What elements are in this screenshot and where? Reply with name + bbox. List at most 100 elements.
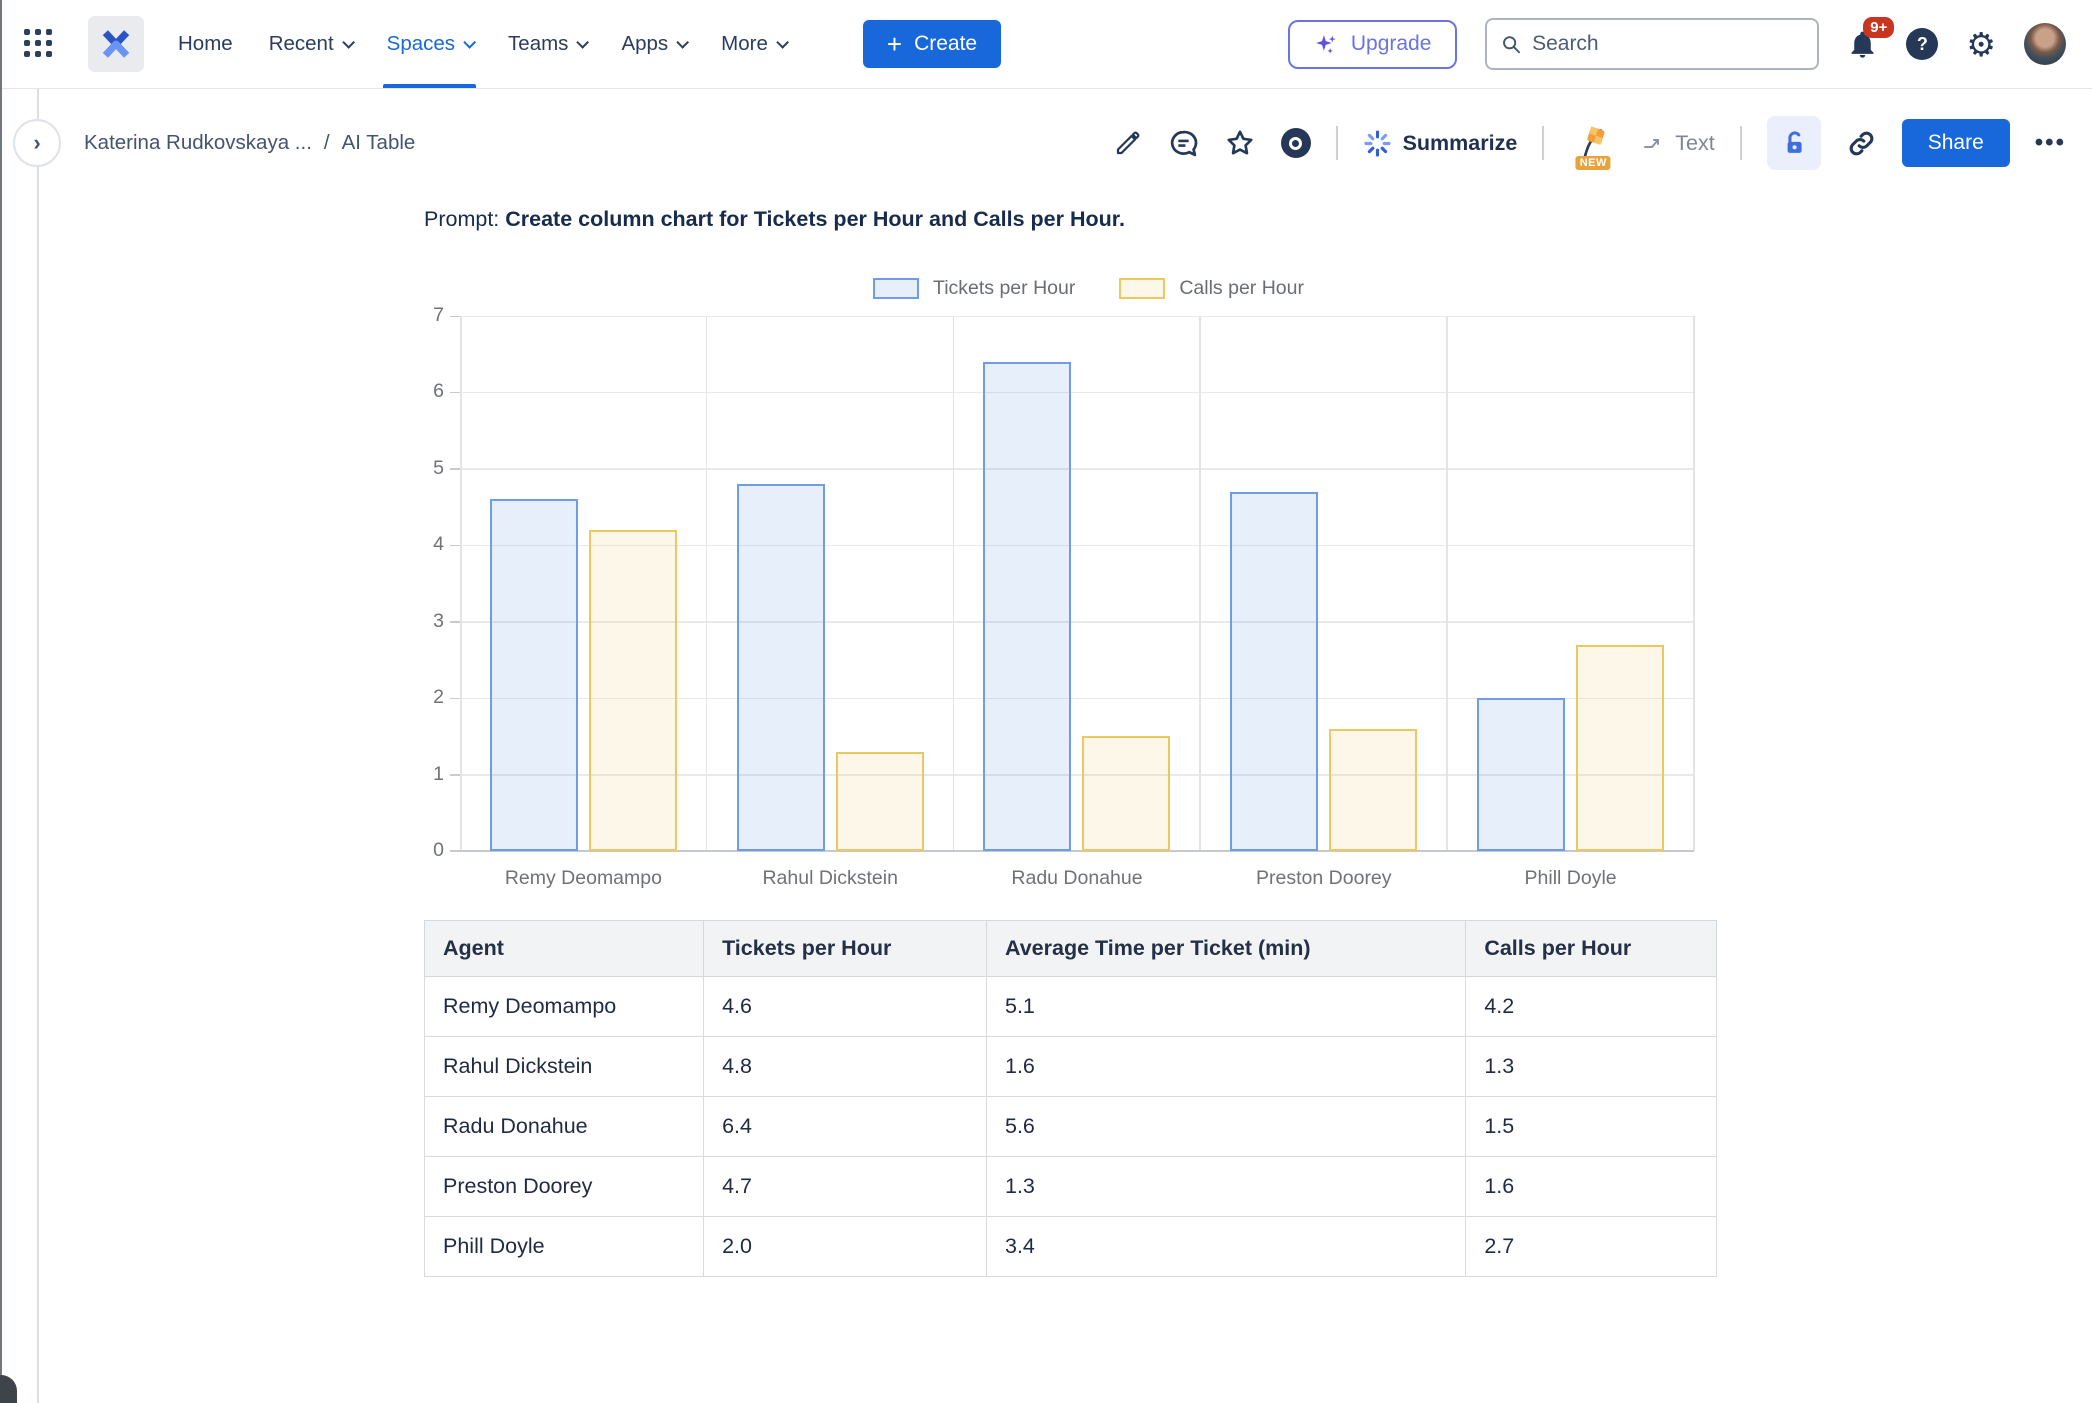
text-mode-button[interactable]: Text — [1642, 131, 1714, 156]
table-header-cell: Calls per Hour — [1466, 921, 1717, 977]
bar-calls-per-hour — [1082, 736, 1170, 851]
legend-swatch — [1119, 278, 1165, 299]
create-button[interactable]: + Create — [863, 20, 1001, 68]
nav-item-spaces[interactable]: Spaces — [387, 0, 472, 88]
nav-item-label: Spaces — [387, 32, 455, 56]
page-content: Prompt: Create column chart for Tickets … — [424, 197, 1717, 1277]
help-button[interactable]: ? — [1906, 28, 1938, 60]
notifications-button[interactable]: 9+ — [1847, 29, 1878, 60]
unlock-button[interactable] — [1767, 116, 1821, 170]
bar-group — [1447, 316, 1694, 851]
confluence-logo-icon — [99, 27, 133, 61]
search-input[interactable] — [1532, 32, 1803, 56]
user-avatar[interactable] — [2024, 23, 2066, 65]
chevron-down-icon — [776, 36, 789, 49]
y-axis-tick-label: 7 — [410, 304, 444, 327]
legend-item: Tickets per Hour — [873, 277, 1075, 300]
nav-item-more[interactable]: More — [721, 0, 785, 88]
table-cell: 4.2 — [1466, 977, 1717, 1037]
share-button[interactable]: Share — [1902, 119, 2010, 167]
table-header-row: AgentTickets per HourAverage Time per Ti… — [425, 921, 1717, 977]
y-axis-tick — [450, 545, 460, 547]
y-axis-tick-label: 5 — [410, 457, 444, 480]
bar-tickets-per-hour — [737, 484, 825, 851]
table-row: Phill Doyle2.03.42.7 — [425, 1217, 1717, 1277]
chevron-down-icon — [342, 36, 355, 49]
prompt-prefix: Prompt: — [424, 207, 505, 231]
watch-button[interactable] — [1281, 128, 1311, 158]
table-row: Rahul Dickstein4.81.61.3 — [425, 1037, 1717, 1097]
breadcrumb-space[interactable]: Katerina Rudkovskaya ... — [84, 131, 312, 155]
nav-item-teams[interactable]: Teams — [508, 0, 585, 88]
chevron-down-icon — [676, 36, 689, 49]
watch-icon — [1281, 128, 1311, 158]
top-nav: Home Recent Spaces Teams Apps More + Create U… — [0, 0, 2092, 89]
bar-group — [707, 316, 954, 851]
bar-calls-per-hour — [836, 752, 924, 851]
sparkle-icon — [1314, 32, 1339, 57]
search-icon — [1501, 33, 1522, 56]
table-cell: Preston Doorey — [425, 1157, 704, 1217]
breadcrumb: Katerina Rudkovskaya ... / AI Table — [84, 131, 415, 155]
new-badge: NEW — [1576, 156, 1611, 170]
table-cell: 2.7 — [1466, 1217, 1717, 1277]
summarize-label: Summarize — [1403, 131, 1518, 156]
inline-text-icon — [1642, 131, 1666, 155]
bar-group — [954, 316, 1201, 851]
question-icon: ? — [1917, 34, 1928, 55]
y-axis-tick — [450, 698, 460, 700]
table-cell: 1.5 — [1466, 1097, 1717, 1157]
star-icon — [1224, 127, 1256, 159]
bar-group — [1200, 316, 1447, 851]
nav-item-label: Home — [178, 32, 233, 56]
primary-nav: Home Recent Spaces Teams Apps More — [178, 0, 785, 88]
bar-group — [460, 316, 707, 851]
more-actions-button[interactable]: ••• — [2035, 129, 2066, 157]
x-axis-category-label: Radu Donahue — [954, 867, 1201, 890]
summarize-button[interactable]: Summarize — [1363, 129, 1518, 158]
y-axis-tick-label: 0 — [410, 839, 444, 862]
copy-link-button[interactable] — [1846, 128, 1877, 159]
table-cell: 4.8 — [704, 1037, 987, 1097]
y-axis-tick — [450, 392, 460, 394]
y-axis-tick-label: 2 — [410, 686, 444, 709]
nav-item-label: Recent — [269, 32, 334, 56]
bar-calls-per-hour — [1329, 729, 1417, 851]
table-cell: 3.4 — [987, 1217, 1466, 1277]
table-cell: Radu Donahue — [425, 1097, 704, 1157]
text-label: Text — [1675, 131, 1714, 156]
favorite-button[interactable] — [1224, 127, 1256, 159]
divider — [1542, 126, 1544, 160]
search-box[interactable] — [1485, 18, 1819, 70]
y-axis-tick — [450, 468, 460, 470]
nav-item-apps[interactable]: Apps — [621, 0, 685, 88]
nav-item-recent[interactable]: Recent — [269, 0, 351, 88]
prompt-text: Create column chart for Tickets per Hour… — [505, 207, 1125, 231]
y-axis-tick — [450, 316, 460, 318]
confluence-logo[interactable] — [88, 16, 144, 72]
app-switcher-icon[interactable] — [24, 29, 54, 59]
y-axis-tick-label: 6 — [410, 380, 444, 403]
upgrade-label: Upgrade — [1351, 32, 1432, 56]
edit-button[interactable] — [1113, 128, 1143, 158]
table-header-cell: Average Time per Ticket (min) — [987, 921, 1466, 977]
chevron-down-icon — [463, 36, 476, 49]
nav-item-home[interactable]: Home — [178, 0, 233, 88]
legend-swatch — [873, 278, 919, 299]
table-row: Preston Doorey4.71.31.6 — [425, 1157, 1717, 1217]
column-chart: Tickets per HourCalls per Hour 01234567 … — [424, 277, 1717, 890]
new-feature-button[interactable]: NEW — [1569, 124, 1617, 162]
gear-icon: ⚙ — [1966, 26, 1996, 63]
window-edge — [0, 0, 2, 1403]
table-cell: 1.3 — [987, 1157, 1466, 1217]
comment-button[interactable] — [1168, 128, 1199, 159]
table-cell: 4.7 — [704, 1157, 987, 1217]
upgrade-button[interactable]: Upgrade — [1288, 20, 1458, 69]
breadcrumb-page[interactable]: AI Table — [342, 131, 416, 155]
chart-legend: Tickets per HourCalls per Hour — [460, 277, 1717, 300]
link-icon — [1846, 128, 1877, 159]
legend-label: Tickets per Hour — [933, 277, 1075, 300]
sidebar-expand-button[interactable]: › — [13, 119, 61, 167]
settings-button[interactable]: ⚙ — [1966, 28, 1996, 61]
bar-tickets-per-hour — [1230, 492, 1318, 851]
